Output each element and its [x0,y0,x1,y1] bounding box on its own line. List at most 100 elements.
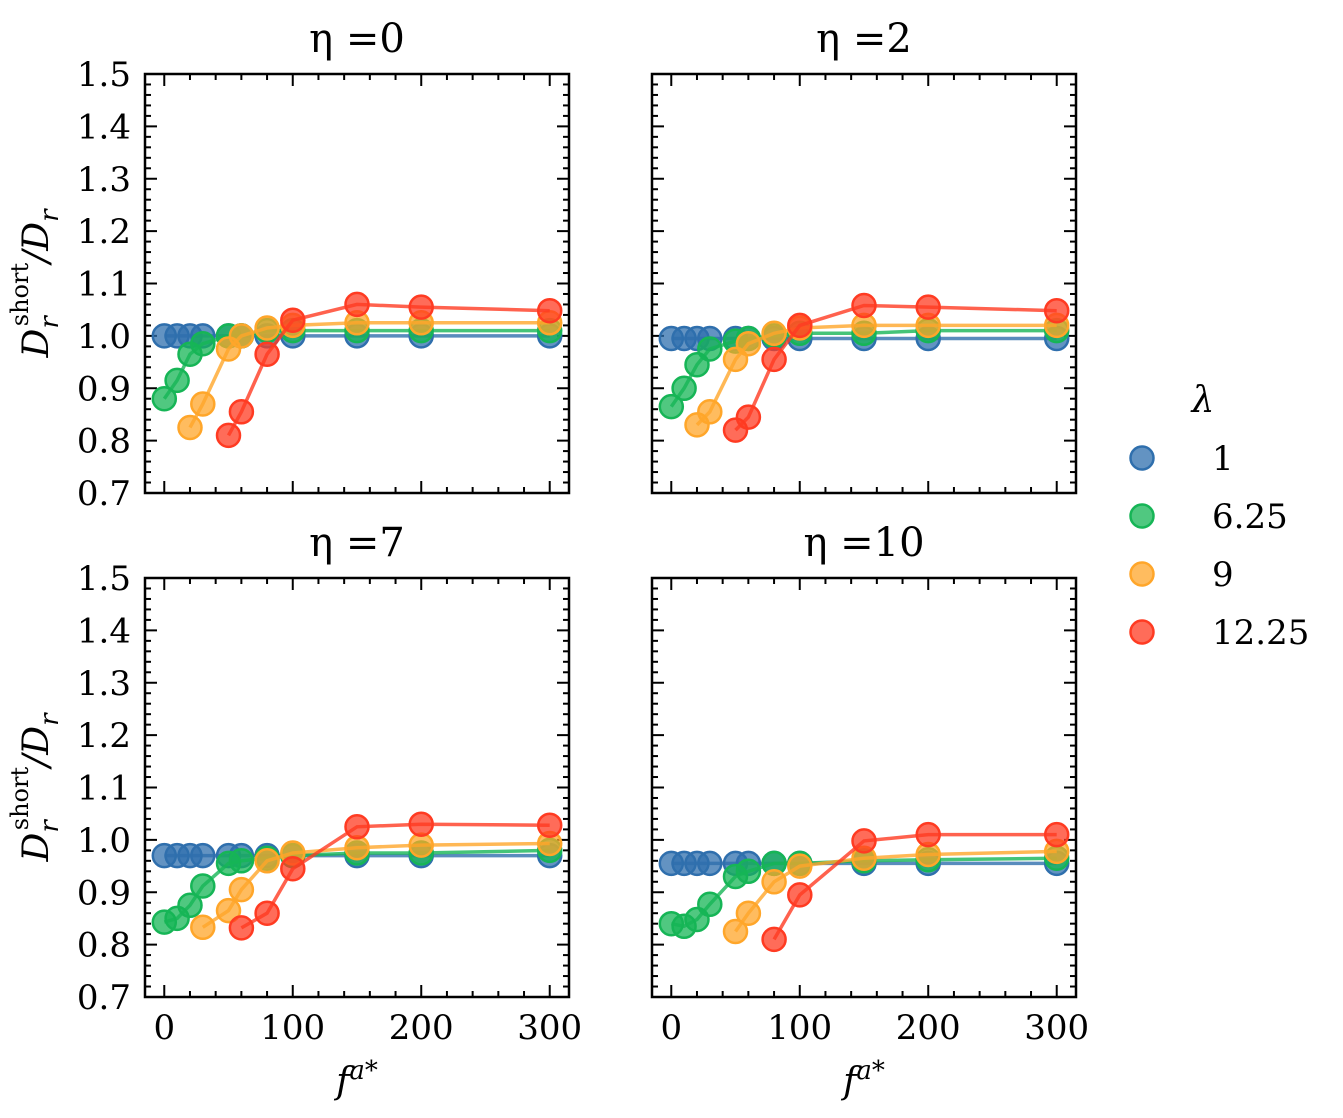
series-line [772,832,1057,941]
data-point [658,393,685,420]
x-tick-label: 300 [1024,1008,1089,1048]
y-tick-label: 0.9 [77,873,131,913]
y-tick-label: 1.1 [77,265,131,305]
data-point [177,892,203,919]
x-tick-label: 100 [260,1008,325,1048]
data-point [280,307,306,333]
y-tick-label: 1.5 [77,559,131,599]
panel-frame [650,576,1078,999]
data-point [787,882,813,908]
legend-marker [1129,445,1155,471]
panels-layer: η =0 0.7 0.8 0.9 1.0 1.1 1.2 1.3 1.4 1.5 Drshort/D… [6,16,1089,1102]
data-point [697,399,723,425]
data-point [344,291,370,318]
data-point [787,312,813,339]
y-tick-label: 1.2 [77,716,131,756]
series-12.25 [722,292,1070,443]
x-tick-label: 300 [517,1008,582,1048]
panel-ticks [145,73,569,494]
data-point [735,330,762,357]
panel-title: η =10 [803,520,924,566]
data-point [671,375,697,402]
legend-label: 1 [1212,439,1234,479]
data-point [228,323,255,349]
y-tick-label: 0.7 [77,474,131,514]
data-point [735,404,762,430]
x-tick-label: 100 [767,1008,832,1048]
data-point [344,834,370,861]
panel-ticks [652,73,1076,494]
panel-frame [143,576,571,999]
legend-entry-9: 9 [1129,555,1234,595]
data-point [190,842,216,869]
panel-title: η =0 [309,16,405,62]
y-tick-label: 1.3 [77,160,131,200]
data-point [915,821,941,848]
panel-ticks [652,577,1076,998]
y-axis-label: Drshort/Dr [6,712,65,863]
y-tick-label: 1.4 [77,611,131,651]
legend-title: λ [1190,380,1215,421]
y-tick-label: 1.1 [77,769,131,809]
data-point [190,873,216,899]
data-point [254,848,280,874]
series-12.25 [761,821,1070,953]
data-point [254,341,280,367]
data-point [536,297,563,324]
y-tick-label: 0.8 [77,422,131,462]
y-tick-label: 1.3 [77,664,131,704]
data-point [697,850,723,877]
x-tick-label: 0 [153,1008,175,1048]
data-point [761,320,787,347]
data-point [228,848,255,874]
data-point [228,876,255,903]
data-point [697,336,723,362]
y-tick-label: 1.2 [77,212,131,252]
data-point [215,422,242,449]
panel-3: η =7 0.7 0.8 0.9 1.0 1.1 1.2 1.3 1.4 1.5 Drshort/D… [6,520,582,1102]
data-point [228,915,255,941]
data-point [761,346,787,373]
y-tick-label: 0.9 [77,369,131,409]
y-tick-label: 0.7 [77,978,131,1018]
data-point [1043,297,1070,324]
y-axis-label: Drshort/Dr [6,208,65,359]
y-tick-label: 1.0 [77,821,131,861]
x-axis-label: fa* [840,1056,885,1102]
series-12.25 [228,811,563,941]
data-point [787,853,813,879]
panel-2: η =2 [650,16,1078,495]
data-point [190,914,216,941]
legend: λ 1 6.25 9 12.25 [1129,380,1309,653]
data-point [190,391,216,417]
data-point [735,858,762,885]
legend-marker [1129,561,1155,587]
legend-entry-1: 1 [1129,439,1234,479]
data-point [851,828,877,854]
data-point [408,811,434,837]
x-tick-label: 200 [389,1008,454,1048]
data-point [722,918,749,945]
data-point [215,897,242,924]
legend-label: 9 [1212,555,1234,595]
data-point [851,292,877,319]
y-tick-label: 1.5 [77,55,131,95]
data-point [697,891,723,918]
x-tick-label: 0 [660,1008,682,1048]
series-12.25 [215,291,563,449]
x-tick-label: 200 [896,1008,961,1048]
panel-frame [143,72,571,495]
legend-label: 6.25 [1212,497,1288,537]
panel-title: η =2 [816,16,912,62]
data-point [254,315,280,341]
panel-title: η =7 [309,520,405,566]
data-point [761,869,787,895]
data-point [408,832,434,858]
data-point [254,900,280,926]
series-9 [722,838,1070,945]
data-point [1043,821,1070,848]
data-point [190,330,216,357]
panel-1: η =0 0.7 0.8 0.9 1.0 1.1 1.2 1.3 1.4 1.5 Drshort/D… [6,16,571,514]
data-point [228,399,255,425]
